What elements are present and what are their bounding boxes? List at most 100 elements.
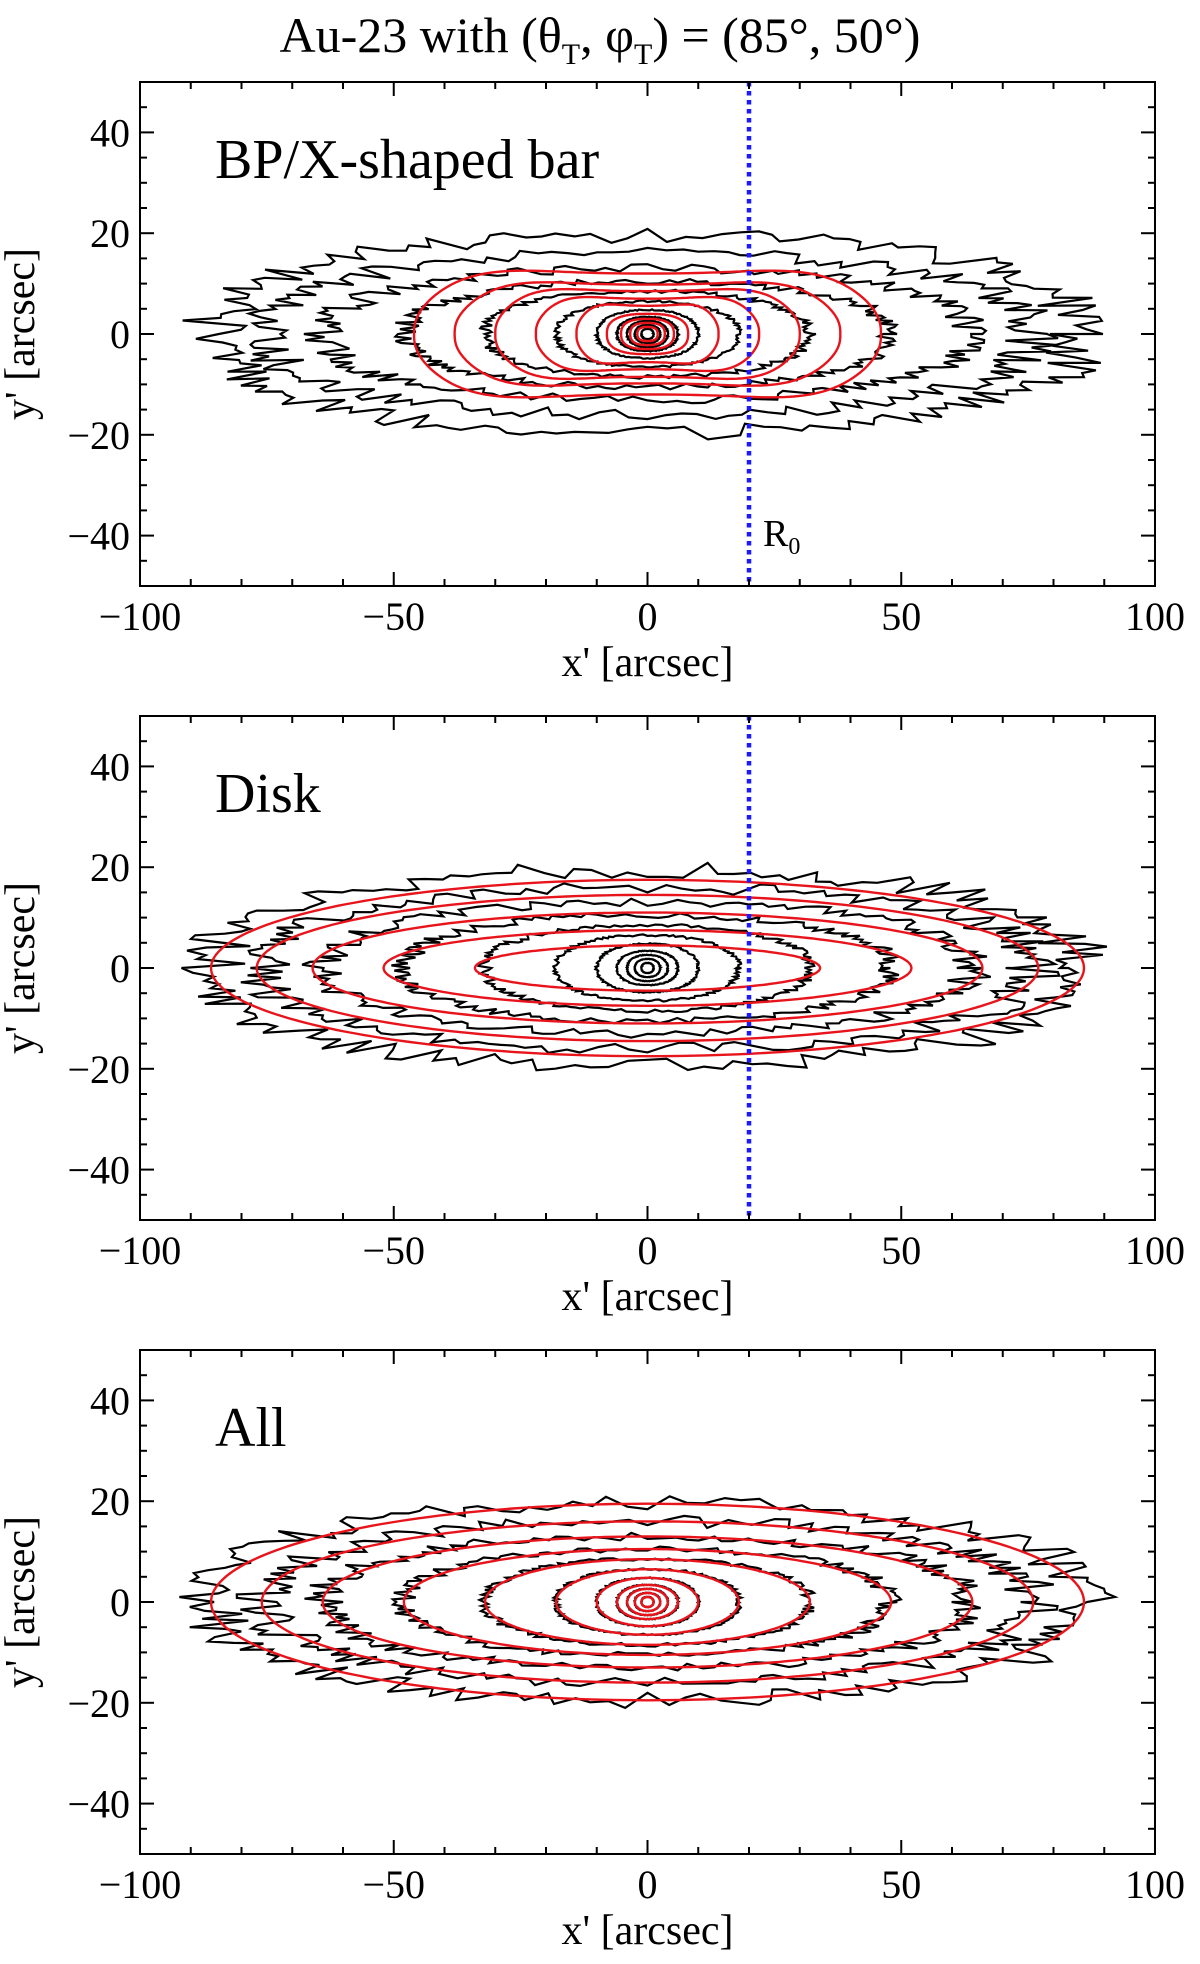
y-tick-label: −20 bbox=[67, 413, 130, 458]
data-contour bbox=[179, 1495, 1119, 1710]
panel-label: Disk bbox=[215, 763, 321, 825]
data-contour bbox=[301, 897, 992, 1039]
x-tick-label: 0 bbox=[638, 1228, 658, 1273]
y-tick-label: 40 bbox=[90, 1378, 130, 1423]
y-axis-label: y' [arcsec] bbox=[0, 882, 44, 1054]
model-contour bbox=[255, 893, 1040, 1043]
y-tick-label: −20 bbox=[67, 1681, 130, 1726]
y-axis-label: y' [arcsec] bbox=[0, 248, 44, 420]
model-contour bbox=[382, 929, 913, 1007]
model-contour bbox=[554, 1567, 741, 1637]
x-tick-label: −50 bbox=[362, 1228, 425, 1273]
figure-title: Au-23 with (θT, φT) = (85°, 50°) bbox=[0, 0, 1200, 71]
model-contour bbox=[321, 1535, 974, 1669]
data-contour bbox=[624, 319, 671, 349]
model-contour bbox=[575, 303, 720, 365]
title-suffix: ) = (85°, 50°) bbox=[652, 7, 921, 63]
data-contour bbox=[639, 961, 656, 975]
y-tick-label: 40 bbox=[90, 744, 130, 789]
data-contour bbox=[592, 308, 701, 360]
x-tick-label: −100 bbox=[99, 594, 182, 639]
x-tick-label: 0 bbox=[638, 1862, 658, 1907]
data-contour bbox=[633, 957, 664, 979]
data-contour bbox=[235, 1514, 1059, 1688]
panel-label: All bbox=[215, 1397, 287, 1459]
data-contour bbox=[304, 1531, 981, 1672]
y-axis-label: y' [arcsec] bbox=[0, 1516, 44, 1688]
title-theta: θ bbox=[537, 7, 562, 63]
y-tick-label: −40 bbox=[67, 1782, 130, 1827]
data-contour bbox=[476, 923, 817, 1014]
x-tick-label: −100 bbox=[99, 1862, 182, 1907]
title-comma: , bbox=[580, 7, 593, 63]
model-contour bbox=[615, 1583, 680, 1621]
plot-area bbox=[181, 861, 1108, 1072]
y-tick-label: 0 bbox=[110, 1580, 130, 1625]
data-contour bbox=[391, 912, 903, 1025]
x-tick-label: 100 bbox=[1125, 1228, 1185, 1273]
model-contour bbox=[619, 317, 676, 351]
data-contour bbox=[303, 263, 988, 405]
r0-label-sub: 0 bbox=[788, 534, 800, 560]
r0-label: R0 bbox=[763, 513, 800, 560]
model-contour bbox=[629, 321, 666, 347]
y-tick-label: −40 bbox=[67, 1148, 130, 1193]
x-tick-label: −50 bbox=[362, 1862, 425, 1907]
model-contour bbox=[494, 287, 802, 381]
x-tick-label: −100 bbox=[99, 1228, 182, 1273]
x-axis-label: x' [arcsec] bbox=[562, 1908, 734, 1954]
y-tick-label: −20 bbox=[67, 1047, 130, 1092]
data-contour bbox=[390, 1545, 903, 1658]
data-contour bbox=[614, 949, 681, 987]
data-contour bbox=[551, 933, 743, 1003]
data-contour bbox=[614, 315, 682, 353]
model-contour bbox=[633, 1591, 662, 1613]
panel-1: R0 −100 −50 0 50 100 −40 −20 0 20 40 x' [arcsec] y' … bbox=[0, 81, 1185, 686]
model-contour bbox=[402, 1547, 893, 1657]
title-phi-sub: T bbox=[633, 38, 653, 71]
model-contour bbox=[534, 295, 761, 373]
x-axis-label: x' [arcsec] bbox=[562, 640, 734, 686]
data-contour bbox=[632, 323, 663, 345]
y-tick-label: 20 bbox=[90, 845, 130, 890]
panel-2: −100 −50 0 50 100 −40 −20 0 20 40 x' [arcsec] y' [a… bbox=[0, 715, 1185, 1320]
model-contour bbox=[605, 312, 690, 356]
x-tick-label: 50 bbox=[881, 1228, 921, 1273]
y-tick-label: 20 bbox=[90, 1479, 130, 1524]
data-contour bbox=[182, 227, 1104, 441]
model-contour bbox=[473, 944, 822, 992]
y-tick-label: 0 bbox=[110, 946, 130, 991]
data-contour bbox=[240, 882, 1061, 1054]
model-contour bbox=[260, 1520, 1035, 1684]
data-contour bbox=[393, 278, 899, 391]
x-tick-label: 50 bbox=[881, 1862, 921, 1907]
model-contour bbox=[311, 911, 984, 1025]
model-contour bbox=[209, 878, 1086, 1058]
title-theta-sub: T bbox=[561, 38, 581, 71]
data-contour bbox=[478, 288, 817, 380]
model-contour bbox=[640, 1595, 655, 1609]
model-contour bbox=[636, 325, 659, 343]
model-contour bbox=[626, 1587, 669, 1617]
y-tick-label: 40 bbox=[90, 110, 130, 155]
data-contour bbox=[245, 246, 1059, 421]
model-contour bbox=[453, 281, 842, 387]
x-tick-label: 50 bbox=[881, 594, 921, 639]
x-tick-label: 100 bbox=[1125, 1862, 1185, 1907]
x-tick-label: −50 bbox=[362, 594, 425, 639]
plot-frame bbox=[139, 1349, 1156, 1855]
x-tick-label: 0 bbox=[638, 594, 658, 639]
model-contour bbox=[209, 1502, 1086, 1702]
panel-label: BP/X-shaped bar bbox=[215, 129, 600, 191]
y-tick-label: 20 bbox=[90, 211, 130, 256]
title-prefix: Au-23 with ( bbox=[279, 7, 538, 63]
plot-area bbox=[182, 227, 1104, 441]
data-contour bbox=[624, 953, 670, 983]
x-tick-label: 100 bbox=[1125, 594, 1185, 639]
data-contour bbox=[181, 861, 1108, 1072]
y-tick-label: 0 bbox=[110, 312, 130, 357]
data-contour bbox=[639, 327, 656, 341]
y-tick-label: −40 bbox=[67, 514, 130, 559]
x-axis-label: x' [arcsec] bbox=[562, 1274, 734, 1320]
